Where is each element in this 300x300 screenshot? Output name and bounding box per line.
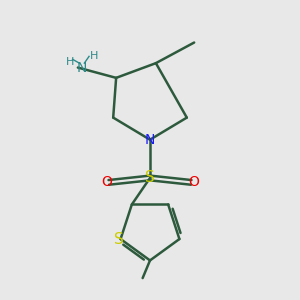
Text: S: S: [114, 232, 124, 247]
Text: H: H: [65, 57, 74, 67]
Text: H: H: [90, 51, 98, 62]
Text: N: N: [145, 133, 155, 147]
Text: O: O: [101, 176, 112, 189]
Text: N: N: [77, 61, 88, 75]
Text: O: O: [188, 176, 199, 189]
Text: S: S: [145, 170, 155, 185]
